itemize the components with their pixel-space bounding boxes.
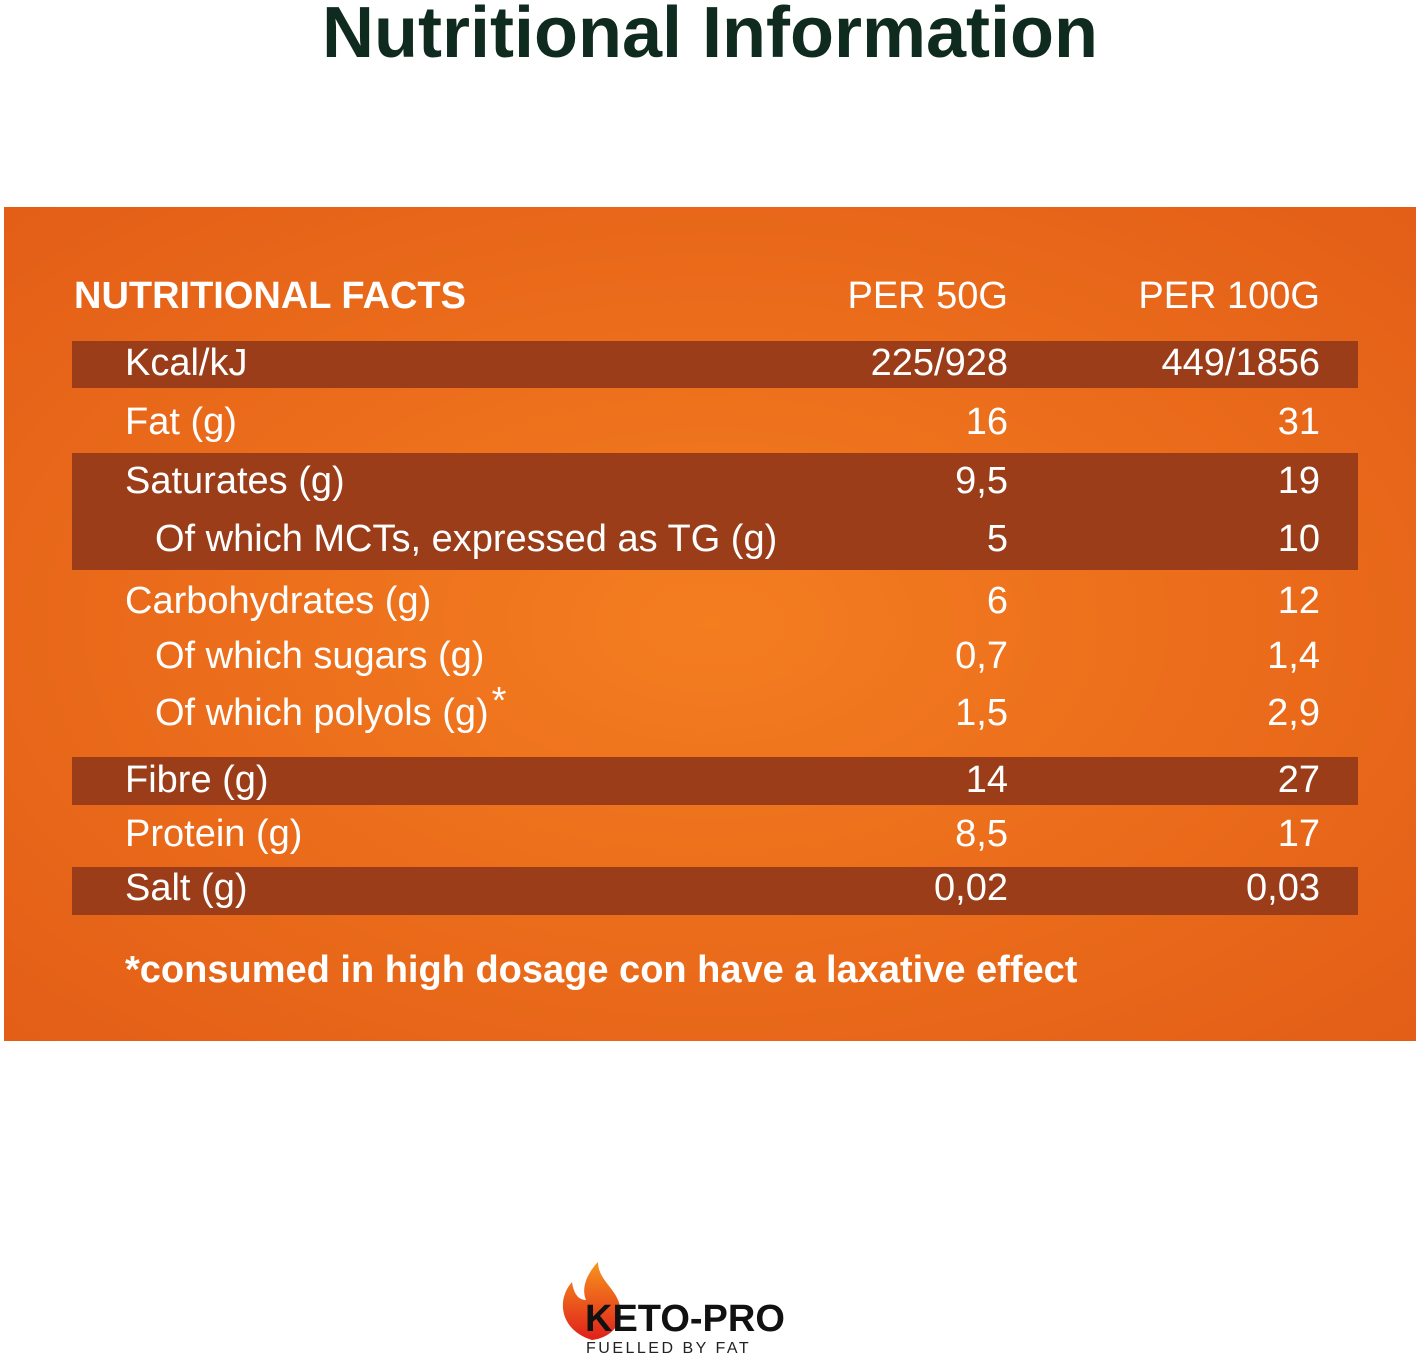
- cell-per-100g: 12: [1278, 580, 1320, 622]
- cell-per-100g: 19: [1278, 460, 1320, 502]
- row-label: Of which sugars (g): [155, 635, 484, 677]
- logo-name: KETO-PRO: [585, 1298, 785, 1340]
- row-label: Kcal/kJ: [125, 342, 247, 384]
- column-header: PER 50G: [847, 275, 1008, 317]
- cell-per-50g: 9,5: [955, 460, 1008, 502]
- cell-per-50g: 0,02: [934, 867, 1008, 909]
- row-bands: [72, 341, 1358, 915]
- row-label: Fibre (g): [125, 759, 269, 801]
- cell-per-50g: 6: [987, 580, 1008, 622]
- cell-per-50g: 1,5: [955, 692, 1008, 734]
- footnote: *consumed in high dosage con have a laxa…: [125, 949, 1078, 991]
- cell-per-100g: 10: [1278, 518, 1320, 560]
- cell-per-100g: 2,9: [1267, 692, 1320, 734]
- rows: Kcal/kJ 225/928 449/1856 Fat (g) 16 31 Saturat…: [125, 342, 1320, 909]
- logo-tagline: FUELLED BY FAT: [586, 1340, 751, 1357]
- cell-per-100g: 0,03: [1246, 867, 1320, 909]
- logo-flame: [562, 1262, 621, 1340]
- row-label: Carbohydrates (g): [125, 580, 431, 622]
- cell-per-50g: 0,7: [955, 635, 1008, 677]
- band: [72, 341, 1358, 388]
- column-header: PER 100G: [1138, 275, 1320, 317]
- row-label: Salt (g): [125, 867, 247, 909]
- band: [72, 757, 1358, 805]
- band: [72, 453, 1358, 570]
- column-header: NUTRITIONAL FACTS: [74, 275, 466, 317]
- logo: KETO-PRO FUELLED BY FAT: [562, 1262, 785, 1357]
- cell-per-100g: 17: [1278, 813, 1320, 855]
- panel: [4, 207, 1416, 1041]
- row-label: Saturates (g): [125, 460, 345, 502]
- row-label: Protein (g): [125, 813, 302, 855]
- cell-per-100g: 449/1856: [1162, 342, 1321, 384]
- cell-per-50g: 8,5: [955, 813, 1008, 855]
- cell-per-50g: 225/928: [871, 342, 1008, 384]
- cell-per-100g: 1,4: [1267, 635, 1320, 677]
- cell-per-50g: 16: [966, 401, 1008, 443]
- cell-per-100g: 27: [1278, 759, 1320, 801]
- row-label: Fat (g): [125, 401, 237, 443]
- cell-per-50g: 5: [987, 518, 1008, 560]
- band: [72, 867, 1358, 915]
- row-label: Of which polyols (g): [155, 692, 489, 734]
- cell-per-50g: 14: [966, 759, 1008, 801]
- row-label: Of which MCTs, expressed as TG (g): [155, 518, 777, 560]
- footnote-mark: *: [492, 680, 507, 722]
- cell-per-100g: 31: [1278, 401, 1320, 443]
- page-title: Nutritional Information: [322, 0, 1098, 73]
